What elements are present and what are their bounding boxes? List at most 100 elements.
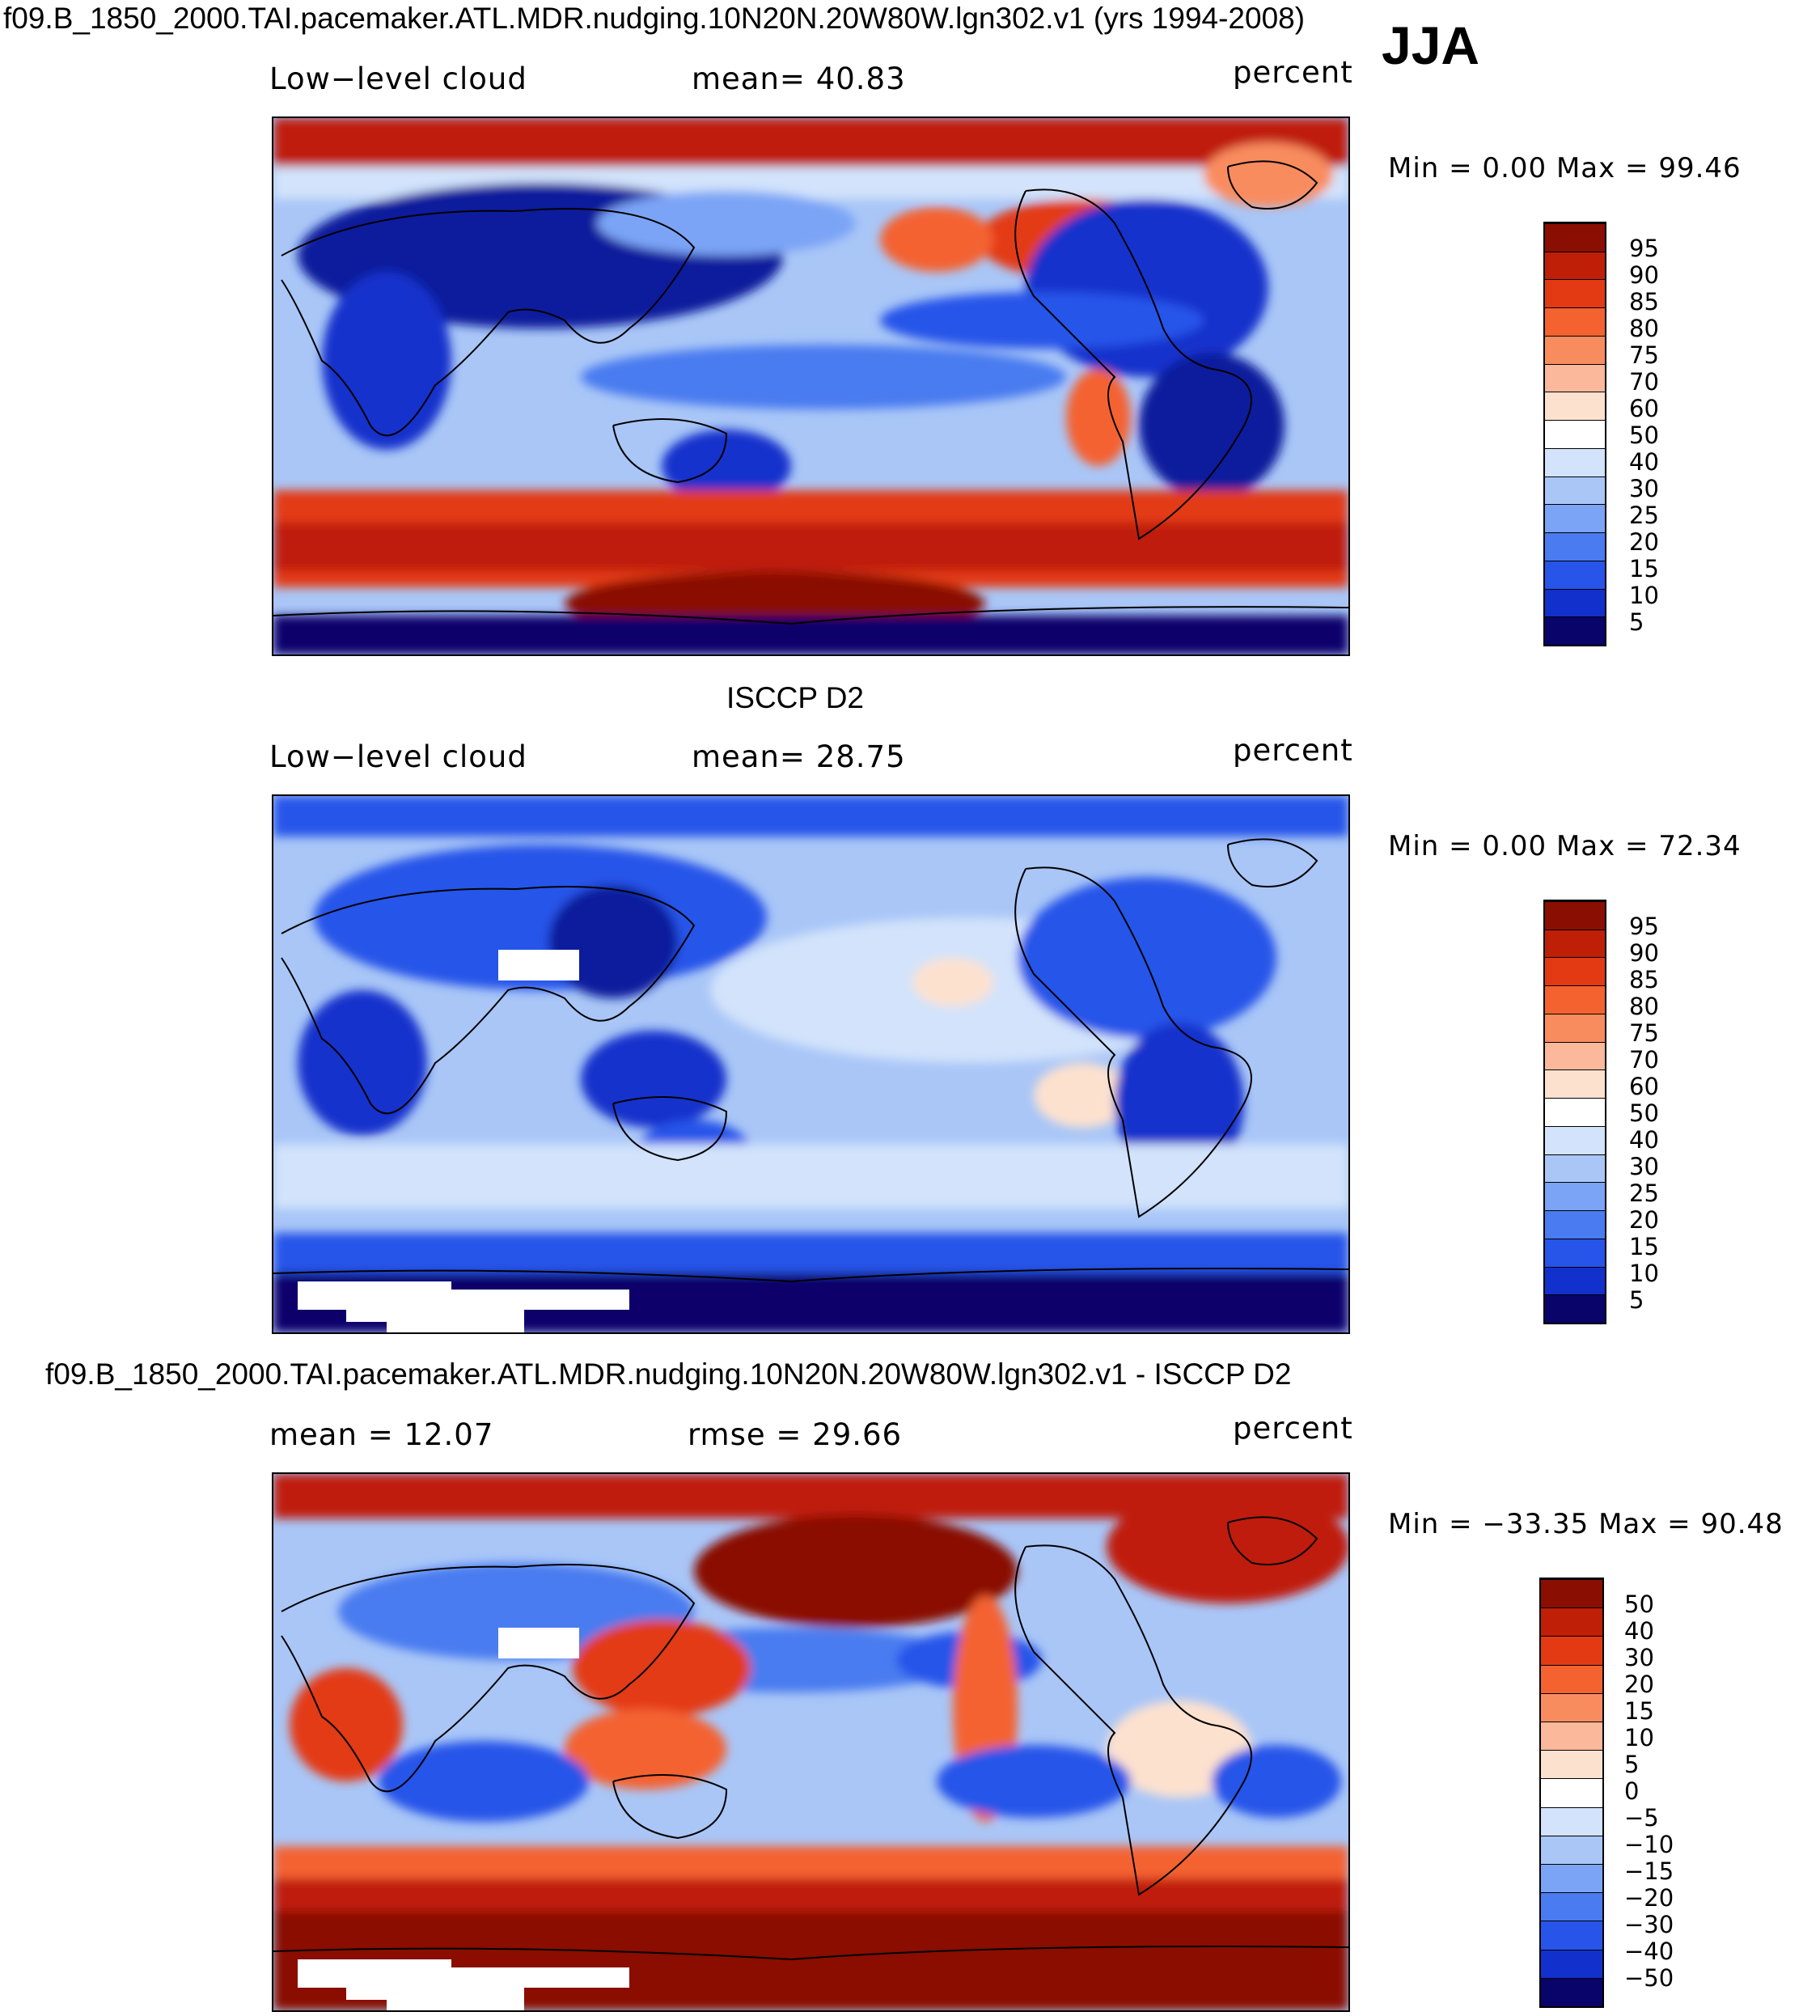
colorbar-tick-label: −50 — [1624, 1964, 1674, 1992]
panel-1-map — [272, 116, 1350, 656]
colorbar-cell — [1541, 1977, 1602, 2006]
panel-3-missing-data — [298, 1628, 629, 2010]
colorbar-cell — [1541, 1892, 1602, 1921]
colorbar-cell — [1545, 1294, 1605, 1323]
colorbar-cell — [1545, 985, 1605, 1014]
panel-1-variable-label: Low−level cloud — [269, 61, 527, 96]
colorbar-cell — [1541, 1579, 1602, 1608]
colorbar-tick-label: 5 — [1624, 1751, 1640, 1778]
colorbar-tick-label: 95 — [1629, 913, 1659, 940]
colorbar-tick-label: 20 — [1624, 1671, 1654, 1698]
colorbar-cell — [1545, 1154, 1605, 1183]
panel-2-units-label: percent — [1233, 733, 1353, 768]
colorbar-tick-label: 10 — [1624, 1724, 1654, 1751]
colorbar-cell — [1541, 1664, 1602, 1693]
colorbar-cell — [1545, 1238, 1605, 1267]
colorbar-cell — [1545, 279, 1605, 308]
colorbar-cell — [1545, 929, 1605, 958]
panel-2-variable-label: Low−level cloud — [269, 739, 527, 774]
panel-3-units-label: percent — [1233, 1411, 1353, 1446]
colorbar-tick-label: 20 — [1629, 528, 1659, 556]
colorbar-tick-label: 10 — [1629, 1260, 1659, 1287]
colorbar-tick-label: 75 — [1629, 341, 1659, 369]
colorbar-tick-label: 5 — [1629, 608, 1644, 636]
colorbar-tick-label: 40 — [1624, 1617, 1654, 1645]
colorbar-cell — [1545, 901, 1605, 930]
colorbar-cell — [1545, 957, 1605, 986]
colorbar-cell — [1545, 476, 1605, 505]
colorbar-tick-label: 50 — [1629, 1099, 1659, 1127]
colorbar-tick-label: −10 — [1624, 1831, 1674, 1858]
colorbar-cell — [1541, 1607, 1602, 1637]
colorbar-cell — [1541, 1949, 1602, 1978]
colorbar-cell — [1545, 251, 1605, 280]
panel-2-colorbar — [1543, 900, 1606, 1324]
panel-3-rmse-label: rmse = 29.66 — [688, 1417, 903, 1452]
colorbar-cell — [1541, 1806, 1602, 1836]
colorbar-tick-label: 25 — [1629, 1180, 1659, 1207]
colorbar-cell — [1541, 1921, 1602, 1950]
colorbar-tick-label: 0 — [1624, 1777, 1640, 1805]
colorbar-cell — [1545, 504, 1605, 533]
colorbar-tick-label: 5 — [1629, 1286, 1644, 1314]
panel-1-units-label: percent — [1233, 55, 1353, 90]
panel-1-field — [273, 118, 1348, 654]
figure-title: f09.B_1850_2000.TAI.pacemaker.ATL.MDR.nu… — [3, 2, 1306, 35]
colorbar-cell — [1545, 447, 1605, 476]
colorbar-cell — [1541, 1721, 1602, 1751]
panel-3-coastlines — [273, 1516, 1348, 1961]
colorbar-tick-label: 50 — [1629, 421, 1659, 449]
panel-3-heading: f09.B_1850_2000.TAI.pacemaker.ATL.MDR.nu… — [45, 1357, 1292, 1391]
colorbar-cell — [1545, 532, 1605, 561]
colorbar-cell — [1545, 223, 1605, 252]
panel-3-minmax: Min = −33.35 Max = 90.48 — [1388, 1508, 1784, 1540]
colorbar-tick-label: 90 — [1629, 939, 1659, 967]
colorbar-cell — [1545, 1182, 1605, 1211]
colorbar-cell — [1545, 1098, 1605, 1126]
colorbar-tick-label: 60 — [1629, 1073, 1659, 1100]
colorbar-tick-label: −20 — [1624, 1884, 1674, 1912]
panel-2-heading: ISCCP D2 — [726, 681, 864, 714]
panel-3-mean-label: mean = 12.07 — [269, 1417, 494, 1452]
colorbar-tick-label: 30 — [1629, 475, 1659, 502]
colorbar-tick-label: 50 — [1624, 1590, 1654, 1618]
colorbar-tick-label: 70 — [1629, 368, 1659, 396]
panel-1-coastlines — [273, 160, 1348, 625]
colorbar-tick-label: 30 — [1624, 1644, 1654, 1671]
colorbar-tick-label: 40 — [1629, 1126, 1659, 1154]
panel-3-colorbar — [1539, 1578, 1604, 2008]
colorbar-tick-label: 15 — [1624, 1697, 1654, 1725]
season-label: JJA — [1382, 15, 1480, 75]
colorbar-tick-label: −30 — [1624, 1911, 1674, 1938]
colorbar-cell — [1541, 1835, 1602, 1864]
colorbar-cell — [1545, 392, 1605, 421]
colorbar-tick-label: 30 — [1629, 1153, 1659, 1180]
colorbar-tick-label: 90 — [1629, 261, 1659, 289]
colorbar-cell — [1545, 1210, 1605, 1239]
panel-2-minmax: Min = 0.00 Max = 72.34 — [1388, 830, 1742, 862]
colorbar-tick-label: 15 — [1629, 555, 1659, 582]
colorbar-tick-label: 10 — [1629, 582, 1659, 609]
colorbar-cell — [1545, 588, 1605, 617]
colorbar-tick-label: 85 — [1629, 288, 1659, 316]
panel-2-mean-label: mean= 28.75 — [692, 739, 906, 774]
colorbar-tick-label: −40 — [1624, 1938, 1674, 1965]
colorbar-cell — [1545, 1013, 1605, 1042]
colorbar-tick-label: 70 — [1629, 1046, 1659, 1074]
panel-1-mean-label: mean= 40.83 — [692, 61, 906, 96]
colorbar-tick-label: −5 — [1624, 1804, 1659, 1832]
colorbar-cell — [1545, 335, 1605, 364]
colorbar-cell — [1545, 1125, 1605, 1154]
colorbar-tick-label: 75 — [1629, 1019, 1659, 1047]
colorbar-cell — [1545, 560, 1605, 589]
colorbar-cell — [1545, 616, 1605, 645]
colorbar-cell — [1545, 1069, 1605, 1099]
colorbar-tick-label: 25 — [1629, 502, 1659, 529]
colorbar-cell — [1541, 1636, 1602, 1665]
colorbar-cell — [1545, 420, 1605, 448]
colorbar-cell — [1541, 1778, 1602, 1807]
colorbar-tick-label: 40 — [1629, 448, 1659, 476]
colorbar-tick-label: 85 — [1629, 966, 1659, 993]
colorbar-tick-label: 80 — [1629, 993, 1659, 1020]
colorbar-cell — [1545, 307, 1605, 336]
